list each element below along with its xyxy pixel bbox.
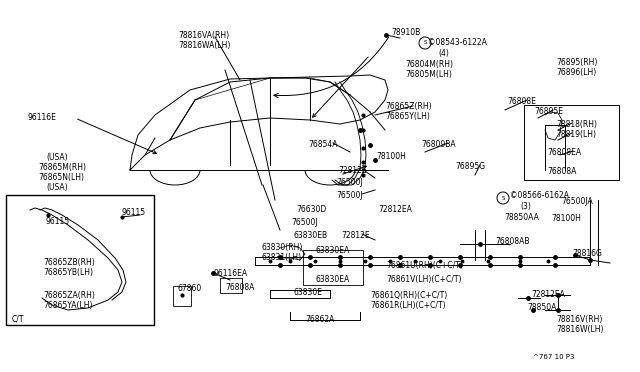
Text: 76861Q(RH)(C+C/T): 76861Q(RH)(C+C/T): [370, 291, 447, 300]
Text: 76808EA: 76808EA: [547, 148, 581, 157]
Text: 76862A: 76862A: [305, 315, 334, 324]
Text: (USA): (USA): [46, 153, 68, 162]
Text: 63831(LH): 63831(LH): [261, 253, 301, 262]
Text: ^767 10 P3: ^767 10 P3: [533, 354, 575, 360]
Text: 76630D: 76630D: [296, 205, 326, 214]
Text: 76865ZA(RH): 76865ZA(RH): [43, 291, 95, 300]
Text: 78816VA(RH): 78816VA(RH): [178, 31, 229, 40]
Bar: [524, 105, 619, 180]
Text: 76865Y(LH): 76865Y(LH): [385, 112, 430, 121]
Text: 76865M(RH): 76865M(RH): [38, 163, 86, 172]
Text: 76808E: 76808E: [507, 97, 536, 106]
Text: 78816W(LH): 78816W(LH): [556, 325, 604, 334]
Text: 76805M(LH): 76805M(LH): [405, 70, 452, 79]
Text: 78816G: 78816G: [572, 249, 602, 258]
Text: 78910B: 78910B: [391, 28, 420, 37]
Text: 76865YA(LH): 76865YA(LH): [43, 301, 93, 310]
Text: 76808A: 76808A: [225, 283, 254, 292]
Text: 76500J: 76500J: [291, 218, 317, 227]
Text: 78100H: 78100H: [376, 152, 406, 161]
Text: 78100H: 78100H: [551, 214, 581, 223]
Text: 96115: 96115: [121, 208, 145, 217]
Text: 72812EA: 72812EA: [531, 290, 565, 299]
Text: 76809BA: 76809BA: [421, 140, 456, 149]
Text: 78818(RH): 78818(RH): [556, 120, 597, 129]
Text: 76865YB(LH): 76865YB(LH): [43, 268, 93, 277]
Text: 76808A: 76808A: [547, 167, 577, 176]
Text: 78816WA(LH): 78816WA(LH): [178, 41, 230, 50]
Text: 63830E: 63830E: [293, 288, 322, 297]
Bar: [303, 250, 363, 285]
Text: 76861U(RH)(C+C/T): 76861U(RH)(C+C/T): [386, 261, 463, 270]
Text: C/T: C/T: [12, 314, 24, 323]
Text: ©08543-6122A: ©08543-6122A: [428, 38, 487, 47]
Bar: [173, 286, 191, 306]
Text: 78816V(RH): 78816V(RH): [556, 315, 602, 324]
Text: 76808AB: 76808AB: [495, 237, 529, 246]
Text: 76895G: 76895G: [455, 162, 485, 171]
Text: 63830EA: 63830EA: [315, 275, 349, 284]
Bar: [220, 278, 242, 293]
Text: 76500J: 76500J: [336, 178, 363, 187]
Text: (USA): (USA): [46, 183, 68, 192]
Text: 76854A: 76854A: [308, 140, 337, 149]
Text: 63830(RH): 63830(RH): [261, 243, 302, 252]
Text: 78850AA: 78850AA: [504, 213, 539, 222]
Text: 76896(LH): 76896(LH): [556, 68, 596, 77]
Text: 76804M(RH): 76804M(RH): [405, 60, 453, 69]
Text: 78819(LH): 78819(LH): [556, 130, 596, 139]
Text: 72812E: 72812E: [338, 166, 367, 175]
Text: 63830EA: 63830EA: [315, 246, 349, 255]
Text: 78850A: 78850A: [527, 303, 556, 312]
Text: (4): (4): [438, 49, 449, 58]
Text: 76500J: 76500J: [336, 191, 363, 200]
Text: 76865Z(RH): 76865Z(RH): [385, 102, 431, 111]
Text: 67860: 67860: [178, 284, 202, 293]
Text: 96115: 96115: [46, 217, 70, 226]
Text: 76861V(LH)(C+C/T): 76861V(LH)(C+C/T): [386, 275, 461, 284]
Text: 72812E: 72812E: [341, 231, 370, 240]
Text: 96116E: 96116E: [28, 113, 57, 122]
Text: ©08566-6162A: ©08566-6162A: [510, 191, 569, 200]
Text: 76865N(LH): 76865N(LH): [38, 173, 84, 182]
Text: 76895(RH): 76895(RH): [556, 58, 597, 67]
Text: 72812EA: 72812EA: [378, 205, 412, 214]
Text: 76895E: 76895E: [534, 107, 563, 116]
Text: 76861R(LH)(C+C/T): 76861R(LH)(C+C/T): [370, 301, 445, 310]
Text: (3): (3): [520, 202, 531, 211]
Text: 76865ZB(RH): 76865ZB(RH): [43, 258, 95, 267]
Text: 63830EB: 63830EB: [294, 231, 328, 240]
Text: S: S: [501, 196, 505, 201]
Text: S: S: [423, 41, 427, 45]
Bar: [6, 195, 154, 325]
Text: 96116EA: 96116EA: [214, 269, 248, 278]
Text: 76500JA: 76500JA: [561, 197, 593, 206]
